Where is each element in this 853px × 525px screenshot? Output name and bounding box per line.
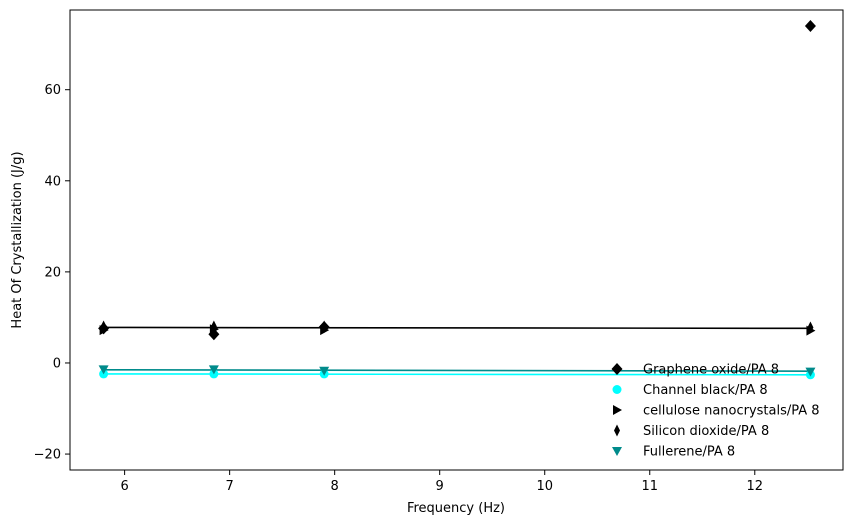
legend-marker-4 bbox=[614, 424, 620, 437]
x-tick-label: 11 bbox=[641, 479, 658, 494]
data-point-s4-3 bbox=[321, 320, 328, 333]
legend-label-2: Channel black/PA 8 bbox=[643, 383, 768, 398]
data-point-s4-1 bbox=[100, 320, 107, 333]
y-tick-label: 20 bbox=[44, 265, 61, 280]
x-axis-label: Frequency (Hz) bbox=[407, 501, 505, 516]
x-tick-label: 9 bbox=[436, 479, 444, 494]
y-axis-label: Heat Of Crystallization (J/g) bbox=[10, 151, 25, 328]
y-tick-label: 60 bbox=[44, 83, 61, 98]
fit-line-1 bbox=[103, 326, 811, 330]
fit-line-3 bbox=[103, 369, 811, 372]
data-point-s5-1 bbox=[98, 365, 109, 375]
legend-label-3: cellulose nanocrystals/PA 8 bbox=[643, 404, 820, 419]
fit-lines bbox=[103, 326, 811, 376]
fit-line-2 bbox=[103, 373, 811, 376]
data-point-s4-2 bbox=[210, 320, 217, 333]
data-point-s1-4 bbox=[804, 19, 816, 32]
y-tick-label: 0 bbox=[53, 356, 61, 371]
y-tick-label: −20 bbox=[34, 448, 61, 463]
data-point-s5-3 bbox=[319, 366, 330, 376]
y-axis-ticks: −20 0 20 40 60 bbox=[34, 83, 70, 463]
legend-marker-2 bbox=[612, 385, 622, 394]
legend-marker-1 bbox=[611, 363, 623, 375]
x-tick-label: 8 bbox=[331, 479, 339, 494]
legend: Graphene oxide/PA 8 Channel black/PA 8 cel… bbox=[611, 363, 820, 460]
legend-marker-5 bbox=[612, 447, 622, 456]
y-tick-label: 40 bbox=[44, 174, 61, 189]
data-points bbox=[98, 19, 816, 380]
x-tick-label: 10 bbox=[536, 479, 553, 494]
x-tick-label: 12 bbox=[747, 479, 764, 494]
x-tick-label: 6 bbox=[120, 479, 128, 494]
x-tick-label: 7 bbox=[226, 479, 234, 494]
data-point-s5-4 bbox=[805, 367, 816, 377]
data-point-s4-4 bbox=[807, 321, 814, 334]
x-axis-ticks: 6 7 8 9 10 11 12 bbox=[120, 470, 763, 494]
legend-label-1: Graphene oxide/PA 8 bbox=[643, 363, 779, 378]
plot-area bbox=[69, 9, 844, 471]
legend-label-4: Silicon dioxide/PA 8 bbox=[643, 424, 769, 439]
legend-label-5: Fullerene/PA 8 bbox=[643, 445, 735, 460]
legend-marker-3 bbox=[613, 405, 622, 415]
data-point-s5-2 bbox=[208, 365, 219, 375]
